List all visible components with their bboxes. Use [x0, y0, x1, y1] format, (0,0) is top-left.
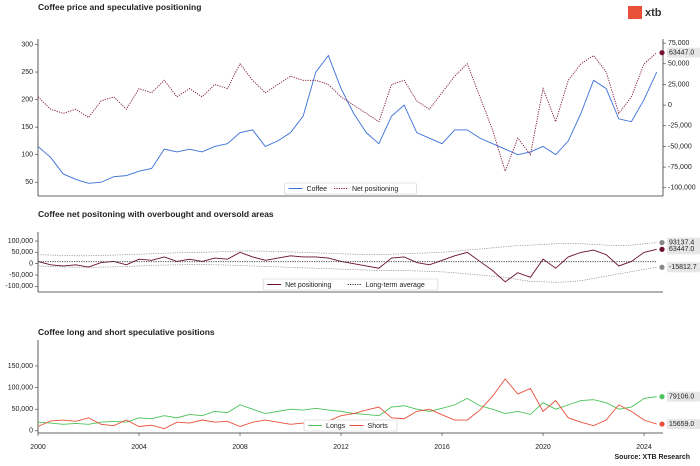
y2-tick-label: 50,000 [668, 61, 690, 68]
series-end-box [667, 391, 700, 402]
y-tick-label: 0 [29, 428, 33, 435]
band-upper-end-label: 93137.4 [669, 239, 694, 246]
y-tick-label: 250 [21, 69, 33, 76]
band-lower-end-label: -15812.7 [669, 264, 697, 271]
series-line [37, 378, 657, 430]
band-upper [37, 242, 657, 257]
logo: xtb [645, 7, 662, 19]
series-end-box [667, 244, 700, 255]
legend-box [284, 182, 417, 195]
y2-tick-label: -50,000 [668, 143, 692, 150]
series-end-dot [659, 246, 665, 252]
legend-label: Net positioning [285, 282, 331, 289]
y-tick-label: -50,000 [9, 272, 33, 279]
y-tick-label: 150,000 [8, 363, 33, 370]
y2-tick-label: -100,000 [668, 185, 696, 192]
y-tick-label: 50,000 [12, 249, 34, 256]
band-lower [37, 264, 657, 283]
y-tick-label: 300 [21, 41, 33, 48]
chart-title: Coffee net positoning with overbought an… [38, 209, 274, 219]
series-end-label: 63447.0 [669, 50, 694, 57]
logo-icon [628, 6, 642, 19]
x-tick-label: 2020 [535, 444, 551, 451]
y-tick-label: 100,000 [8, 238, 33, 245]
band-lower-end-box [667, 262, 700, 273]
y-tick-label: -100,000 [5, 283, 33, 290]
source: Source: XTB Research [615, 454, 690, 461]
x-tick-label: 2008 [232, 444, 248, 451]
series-end-box [667, 419, 700, 430]
chart-title: Coffee long and short speculative positi… [38, 327, 215, 337]
x-tick-label: 2012 [333, 444, 349, 451]
legend-label: Long-term average [366, 282, 425, 289]
x-tick-label: 2024 [636, 444, 652, 451]
y2-tick-label: 25,000 [668, 81, 690, 88]
legend-label: Longs [326, 423, 346, 430]
series-line [37, 396, 657, 425]
y-tick-label: 50,000 [12, 406, 34, 413]
y2-tick-label: -75,000 [668, 164, 692, 171]
legend-label: Coffee [307, 186, 328, 193]
series-end-dot [659, 50, 665, 56]
x-tick-label: 2004 [131, 444, 147, 451]
series-line [37, 52, 657, 173]
y-tick-label: 0 [29, 261, 33, 268]
chart-title: Coffee price and speculative positioning [38, 2, 201, 12]
legend-label: Net positioning [352, 186, 398, 193]
band-upper-end-dot [659, 240, 665, 246]
series-end-label: 15659.0 [669, 421, 694, 428]
series-end-label: 79106.0 [669, 393, 694, 400]
y-tick-label: 50 [25, 179, 33, 186]
band-lower-end-dot [659, 264, 665, 270]
y-tick-label: 100,000 [8, 384, 33, 391]
x-tick-label: 2016 [434, 444, 450, 451]
y2-tick-label: 0 [668, 102, 672, 109]
series-end-box [667, 47, 700, 58]
legend-label: Shorts [368, 423, 389, 430]
series-end-dot [659, 394, 665, 400]
series-line [37, 248, 657, 283]
y-tick-label: 150 [21, 124, 33, 131]
y2-tick-label: 75,000 [668, 40, 690, 47]
y-tick-label: 200 [21, 96, 33, 103]
series-end-label: 63447.0 [669, 246, 694, 253]
y2-tick-label: -25,000 [668, 123, 692, 130]
x-tick-label: 2000 [30, 444, 46, 451]
y-tick-label: 100 [21, 152, 33, 159]
series-end-dot [659, 421, 665, 427]
